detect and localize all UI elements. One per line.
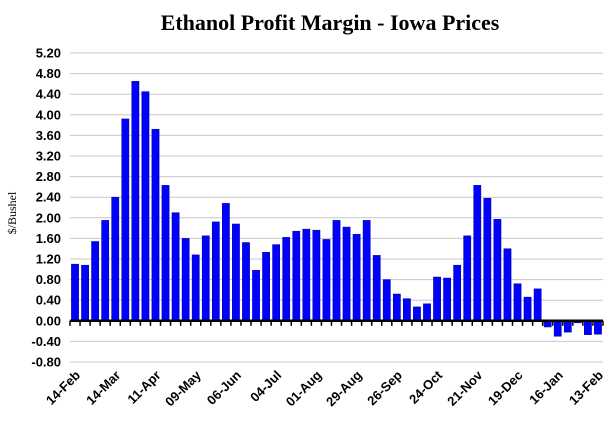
- bar: [463, 235, 472, 322]
- bar: [382, 279, 391, 322]
- bar: [171, 212, 180, 322]
- bar: [553, 320, 562, 337]
- bar: [443, 277, 451, 322]
- bar: [423, 303, 431, 322]
- x-tick-label: 11-Apr: [124, 368, 163, 407]
- y-tick-label: 0.40: [36, 293, 61, 308]
- bar: [201, 235, 210, 322]
- bar: [131, 81, 140, 322]
- bar: [211, 221, 220, 322]
- bar: [352, 234, 361, 322]
- bar: [262, 252, 270, 322]
- bar: [161, 185, 170, 322]
- y-tick-label: 3.60: [36, 128, 61, 143]
- y-tick-label: -0.40: [31, 334, 61, 349]
- x-tick-label: 14-Mar: [83, 368, 123, 408]
- x-tick-label: 19-Dec: [485, 368, 526, 409]
- y-axis-label: $/Bushel: [5, 191, 19, 234]
- x-tick-label: 21-Nov: [444, 367, 486, 409]
- y-tick-label: 4.00: [36, 107, 61, 122]
- bar: [111, 196, 120, 322]
- x-axis: [69, 319, 604, 326]
- x-tick-label: 24-Oct: [406, 367, 446, 407]
- bar: [403, 298, 411, 322]
- y-tick-label: 1.60: [36, 231, 61, 246]
- bar: [191, 254, 200, 322]
- bar: [413, 306, 421, 322]
- bar: [101, 220, 110, 322]
- bar: [563, 320, 572, 333]
- x-tick-label: 26-Sep: [364, 367, 405, 408]
- bar: [483, 197, 492, 322]
- y-tick-label: 4.80: [36, 66, 61, 81]
- bar: [433, 276, 441, 322]
- bar: [81, 264, 89, 322]
- bar: [232, 223, 240, 322]
- bars: [71, 81, 602, 337]
- bar: [473, 185, 482, 322]
- x-tick-label: 01-Aug: [283, 367, 325, 409]
- bar: [523, 296, 532, 322]
- bar: [584, 320, 592, 335]
- y-tick-label: 4.40: [36, 87, 61, 102]
- x-tick-label: 06-Jun: [204, 367, 244, 407]
- bar: [362, 220, 371, 322]
- bar: [252, 270, 260, 322]
- bar: [242, 242, 250, 322]
- y-tick-label: 1.20: [36, 252, 61, 267]
- bar: [141, 91, 150, 322]
- bar: [342, 226, 351, 322]
- bar: [453, 264, 462, 322]
- bar: [312, 229, 321, 322]
- bar: [503, 248, 512, 322]
- x-tick-label: 04-Jul: [247, 368, 284, 405]
- bar: [282, 237, 291, 322]
- bar: [71, 263, 79, 322]
- y-tick-labels: 5.20 4.80 4.40 4.00 3.60 3.20 2.80 2.40 2.00 1.60…: [31, 46, 61, 370]
- bar: [181, 238, 190, 322]
- y-tick-label: 0.00: [36, 313, 61, 328]
- bar: [121, 118, 130, 322]
- x-tick-label: 29-Aug: [323, 367, 365, 409]
- bar: [372, 255, 381, 322]
- bar: [222, 203, 230, 322]
- bar: [513, 283, 522, 322]
- bar: [292, 230, 301, 322]
- x-tick-label: 13-Feb: [566, 367, 606, 407]
- x-tick-label: 09-May: [162, 367, 204, 409]
- x-tick-label: 16-Jan: [526, 367, 566, 407]
- y-tick-label: 2.80: [36, 169, 61, 184]
- y-tick-label: 0.80: [36, 272, 61, 287]
- bar: [493, 219, 502, 322]
- bar: [533, 288, 542, 322]
- bar: [392, 293, 401, 322]
- bar: [272, 244, 281, 322]
- x-tick-label: 14-Feb: [43, 367, 83, 407]
- y-tick-label: 2.40: [36, 190, 61, 205]
- chart-title: Ethanol Profit Margin - Iowa Prices: [161, 10, 500, 35]
- y-tick-label: 2.00: [36, 210, 61, 225]
- y-tick-label: 3.20: [36, 149, 61, 164]
- bar: [332, 220, 341, 322]
- bar: [322, 239, 331, 322]
- y-tick-label: 5.20: [36, 46, 61, 61]
- bar: [91, 241, 100, 322]
- bar: [151, 128, 160, 322]
- bar: [594, 320, 602, 335]
- bar: [302, 228, 311, 322]
- y-tick-label: -0.80: [31, 355, 61, 370]
